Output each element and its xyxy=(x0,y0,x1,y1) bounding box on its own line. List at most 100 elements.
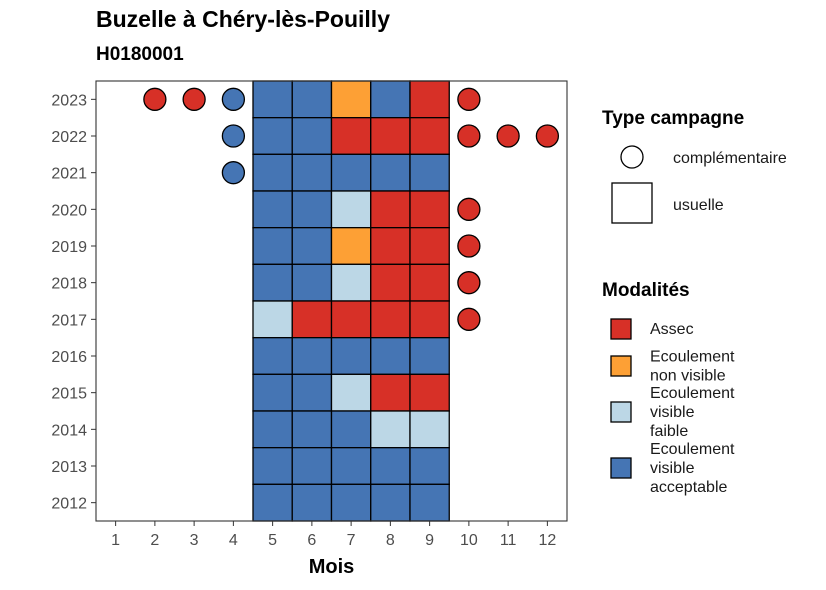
tile-2013-7 xyxy=(330,447,372,485)
x-tick-label-8: 8 xyxy=(386,532,395,549)
point-2022-11 xyxy=(496,124,520,148)
legend-label-assec-1: Assec xyxy=(650,321,694,338)
tile-2017-7 xyxy=(330,300,372,339)
tile-2018-7 xyxy=(330,263,372,302)
point-2022-10 xyxy=(457,124,481,148)
tile-2020-9 xyxy=(409,190,450,229)
tile-2017-9 xyxy=(409,300,450,339)
legend-label-ecoulement-visible-faible-3: faible xyxy=(650,423,688,440)
tile-2014-8 xyxy=(370,410,411,449)
tile-2017-8 xyxy=(370,300,411,339)
tile-2016-8 xyxy=(370,337,411,375)
tile-2013-9 xyxy=(409,447,450,485)
tile-2023-8 xyxy=(370,80,411,119)
point-2019-10 xyxy=(457,234,481,258)
legend-label-ecoulement-non-visible-1: Ecoulement xyxy=(650,349,735,366)
legend-key-assec xyxy=(610,318,632,340)
tile-2012-9 xyxy=(409,483,450,522)
tile-2021-8 xyxy=(370,153,411,192)
tile-2019-7 xyxy=(330,227,372,265)
point-2021-4 xyxy=(221,161,246,185)
x-axis-title: Mois xyxy=(309,556,355,578)
point-2020-10 xyxy=(457,197,481,221)
x-tick-label-12: 12 xyxy=(538,532,556,549)
tile-2013-6 xyxy=(291,447,333,485)
tile-2021-6 xyxy=(291,153,333,192)
tile-2018-6 xyxy=(291,263,333,302)
tile-2018-9 xyxy=(409,263,450,302)
tile-2019-9 xyxy=(409,227,450,265)
tile-2012-8 xyxy=(370,483,411,522)
y-tick-label-2018: 2018 xyxy=(51,276,87,293)
tile-2021-7 xyxy=(330,153,372,192)
tile-2013-5 xyxy=(252,447,293,485)
tile-2015-7 xyxy=(330,373,372,412)
tile-2023-6 xyxy=(291,80,333,119)
tile-2022-6 xyxy=(291,117,333,155)
legend-key-ecoulement-visible-faible xyxy=(610,401,632,423)
tile-2016-7 xyxy=(330,337,372,375)
tile-2014-6 xyxy=(291,410,333,449)
y-tick-label-2022: 2022 xyxy=(51,129,87,146)
tile-2016-6 xyxy=(291,337,333,375)
tile-2022-9 xyxy=(409,117,450,155)
x-tick-label-9: 9 xyxy=(425,532,434,549)
point-2023-4 xyxy=(221,87,246,111)
tile-2023-7 xyxy=(330,80,372,119)
tile-2020-6 xyxy=(291,190,333,229)
x-tick-label-2: 2 xyxy=(150,532,159,549)
tile-2018-5 xyxy=(252,263,293,302)
tile-2017-6 xyxy=(291,300,333,339)
legend-label-ecoulement-visible-faible-2: visible xyxy=(650,404,695,421)
tile-2023-9 xyxy=(409,80,450,119)
legend-key-ecoulement-non-visible xyxy=(610,355,632,377)
legend-label-ecoulement-non-visible-2: non visible xyxy=(650,368,726,385)
tile-2019-5 xyxy=(252,227,293,265)
point-2018-10 xyxy=(457,271,481,295)
x-tick-label-10: 10 xyxy=(460,532,478,549)
point-2017-10 xyxy=(457,307,481,331)
tile-2018-8 xyxy=(370,263,411,302)
tile-2014-7 xyxy=(330,410,372,449)
x-tick-label-11: 11 xyxy=(500,532,517,549)
legend-title-type-campagne: Type campagne xyxy=(602,108,744,129)
tile-2015-6 xyxy=(291,373,333,412)
tile-2016-9 xyxy=(409,337,450,375)
tile-2012-5 xyxy=(252,483,293,522)
tile-2012-6 xyxy=(291,483,333,522)
tile-2022-7 xyxy=(330,117,372,155)
chart-subtitle: H0180001 xyxy=(96,44,184,65)
point-2022-12 xyxy=(535,124,560,148)
tile-2020-8 xyxy=(370,190,411,229)
x-tick-label-6: 6 xyxy=(307,532,316,549)
legend-label-ecoulement-visible-acceptable-1: Ecoulement xyxy=(650,441,735,458)
tile-2022-5 xyxy=(252,117,293,155)
tile-2013-8 xyxy=(370,447,411,485)
tile-2014-5 xyxy=(252,410,293,449)
tile-2012-7 xyxy=(330,483,372,522)
tile-2021-5 xyxy=(252,153,293,192)
y-tick-label-2013: 2013 xyxy=(51,459,87,476)
tile-2019-8 xyxy=(370,227,411,265)
legend-label-ecoulement-visible-acceptable-2: visible xyxy=(650,460,695,477)
tile-2021-9 xyxy=(409,153,450,192)
tile-2016-5 xyxy=(252,337,293,375)
x-tick-label-3: 3 xyxy=(190,532,199,549)
plot-border xyxy=(95,80,568,522)
tile-2020-5 xyxy=(252,190,293,229)
tile-2015-9 xyxy=(409,373,450,412)
y-tick-label-2014: 2014 xyxy=(51,422,87,439)
chart-title: Buzelle à Chéry-lès-Pouilly xyxy=(96,6,390,32)
legend-key-usuelle xyxy=(611,182,653,224)
legend-label-usuelle: usuelle xyxy=(673,197,724,214)
y-tick-label-2019: 2019 xyxy=(51,239,87,256)
legend-label-ecoulement-visible-acceptable-3: acceptable xyxy=(650,479,727,496)
y-tick-label-2023: 2023 xyxy=(51,92,87,109)
point-2023-3 xyxy=(182,87,206,111)
tile-2015-8 xyxy=(370,373,411,412)
y-tick-label-2020: 2020 xyxy=(51,202,87,219)
y-tick-label-2015: 2015 xyxy=(51,386,87,403)
y-tick-label-2021: 2021 xyxy=(51,166,87,183)
y-tick-label-2012: 2012 xyxy=(51,496,87,513)
